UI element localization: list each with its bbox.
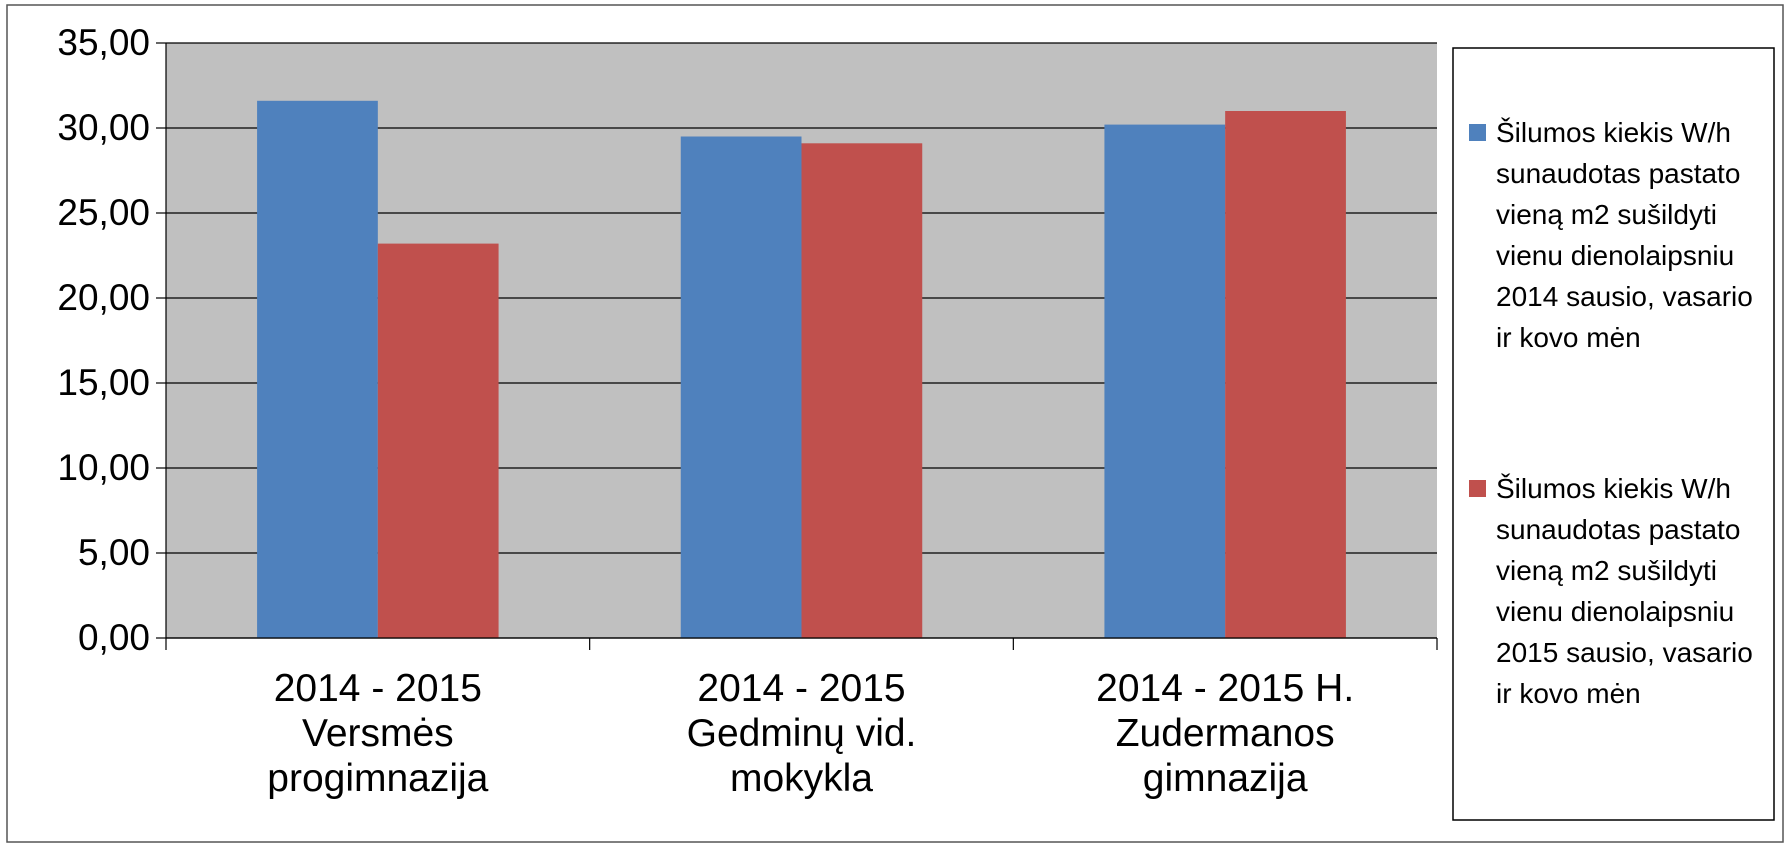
y-tick-label: 5,00 [77,532,150,573]
y-tick-label: 25,00 [57,192,150,233]
legend-swatch [1469,124,1486,141]
y-tick-label: 10,00 [57,447,150,488]
x-tick-label: 2014 - 2015 Versmės progimnazija [267,667,489,800]
bar [680,136,802,638]
bar [257,100,378,639]
bar [801,143,923,639]
y-tick-label: 20,00 [57,277,150,318]
legend-box [1452,47,1775,821]
y-tick-label: 30,00 [57,107,150,148]
bar [1104,124,1226,639]
x-tick-label: 2014 - 2015 Gedminų vid. mokykla [686,667,917,800]
y-tick-label: 15,00 [57,362,150,403]
legend-swatch [1469,480,1486,497]
y-tick-label: 0,00 [77,617,150,658]
bar [1225,111,1346,638]
legend-label: Šilumos kiekis W/h sunaudotas pastato vi… [1496,473,1753,709]
bar [377,243,499,638]
legend-label: Šilumos kiekis W/h sunaudotas pastato vi… [1496,117,1753,353]
y-tick-label: 35,00 [57,22,150,63]
x-tick-label: 2014 - 2015 H. Zudermanos gimnazija [1096,667,1355,800]
